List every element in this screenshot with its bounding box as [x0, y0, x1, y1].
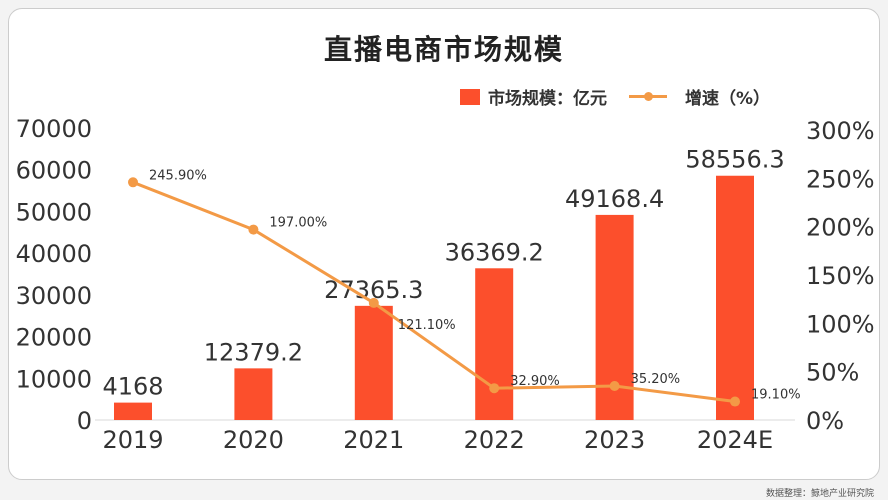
- x-tick-label: 2022: [464, 426, 525, 454]
- bar-data-label: 49168.4: [565, 185, 664, 213]
- right-tick-label: 200%: [806, 214, 875, 242]
- bar-data-label: 36369.2: [445, 238, 544, 266]
- growth-line: [132, 180, 736, 404]
- source-note: 数据整理：鲸地产业研究院: [765, 489, 874, 499]
- bar: [475, 268, 514, 420]
- x-tick-label: 2024E: [697, 426, 773, 454]
- legend-line-swatch: [629, 92, 667, 101]
- bar: [716, 175, 754, 420]
- legend-bar-label: 市场规模：亿元: [488, 89, 607, 109]
- left-tick-label: 40000: [16, 240, 92, 268]
- x-tick-label: 2023: [584, 426, 645, 454]
- bar: [114, 402, 152, 420]
- line-point: [489, 383, 500, 394]
- line-data-label: 197.00%: [269, 216, 327, 231]
- line-data-label: 32.90%: [510, 374, 560, 389]
- line-data-label: 35.20%: [631, 372, 681, 387]
- right-tick-label: 100%: [806, 310, 875, 338]
- bar-data-label: 12379.2: [204, 338, 303, 366]
- right-tick-label: 0%: [806, 407, 844, 435]
- line-point: [609, 380, 620, 391]
- line-point: [248, 224, 259, 235]
- legend-line-label: 增速（%）: [685, 89, 771, 109]
- left-tick-label: 70000: [16, 115, 92, 143]
- x-tick-label: 2020: [223, 426, 284, 454]
- x-tick-label: 2019: [102, 426, 163, 454]
- bar: [354, 305, 393, 420]
- left-tick-label: 10000: [16, 365, 92, 393]
- left-tick-label: 20000: [16, 324, 92, 352]
- right-tick-label: 150%: [806, 262, 875, 290]
- chart-title: 直播电商市场规模: [323, 33, 564, 66]
- line-point: [128, 177, 138, 188]
- left-tick-label: 30000: [16, 282, 92, 310]
- line-data-label: 121.10%: [398, 318, 456, 333]
- line-data-label: 245.90%: [149, 168, 207, 183]
- x-tick-label: 2021: [343, 426, 404, 454]
- bar: [234, 368, 273, 420]
- left-tick-label: 60000: [16, 157, 92, 185]
- line-data-label: 19.10%: [751, 388, 801, 403]
- legend-bar-swatch: [460, 88, 480, 105]
- right-tick-label: 300%: [806, 117, 875, 145]
- bar-data-label: 58556.3: [685, 146, 784, 174]
- left-tick-label: 0: [77, 407, 92, 435]
- right-tick-label: 50%: [806, 359, 859, 387]
- line-point: [368, 297, 379, 308]
- legend: 市场规模：亿元 增速（%）: [460, 84, 770, 109]
- left-tick-label: 50000: [16, 198, 92, 226]
- line-point: [730, 396, 740, 407]
- bar-data-label: 4168: [102, 373, 163, 401]
- right-tick-label: 250%: [806, 165, 875, 193]
